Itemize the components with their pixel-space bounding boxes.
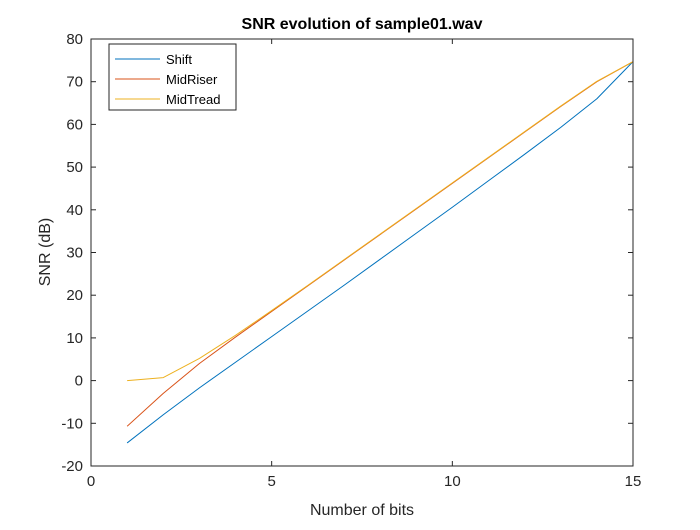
y-tick-label: 80 [66, 31, 83, 48]
legend-label-shift: Shift [166, 52, 192, 67]
y-axis-ticks: -20 -10 0 10 20 30 40 50 60 70 80 [61, 31, 633, 475]
y-tick-label: 70 [66, 74, 83, 91]
y-tick-label: 20 [66, 287, 83, 304]
y-tick-label: 40 [66, 202, 83, 219]
y-tick-label: 50 [66, 159, 83, 176]
y-tick-label: -10 [61, 415, 83, 432]
series-line-shift [126, 61, 634, 444]
y-tick-label: 0 [75, 373, 83, 390]
x-tick-label: 10 [444, 473, 461, 490]
legend[interactable]: Shift MidRiser MidTread [108, 43, 237, 111]
y-tick-label: -20 [61, 458, 83, 475]
series-line-midtread [127, 61, 634, 382]
legend-label-midtread: MidTread [166, 92, 220, 107]
y-axis-label: SNR (dB) [37, 218, 54, 286]
series-layer [126, 61, 634, 444]
x-tick-label: 15 [625, 473, 642, 490]
y-tick-label: 60 [66, 116, 83, 133]
x-axis-label: Number of bits [310, 502, 414, 519]
x-tick-label: 5 [267, 473, 275, 490]
legend-entries: Shift MidRiser MidTread [115, 52, 220, 107]
y-tick-label: 10 [66, 330, 83, 347]
chart-title: SNR evolution of sample01.wav [242, 16, 483, 33]
x-axis-ticks: 0 5 10 15 [87, 39, 642, 490]
legend-label-midriser: MidRiser [166, 72, 218, 87]
x-tick-label: 0 [87, 473, 95, 490]
y-tick-label: 30 [66, 245, 83, 262]
